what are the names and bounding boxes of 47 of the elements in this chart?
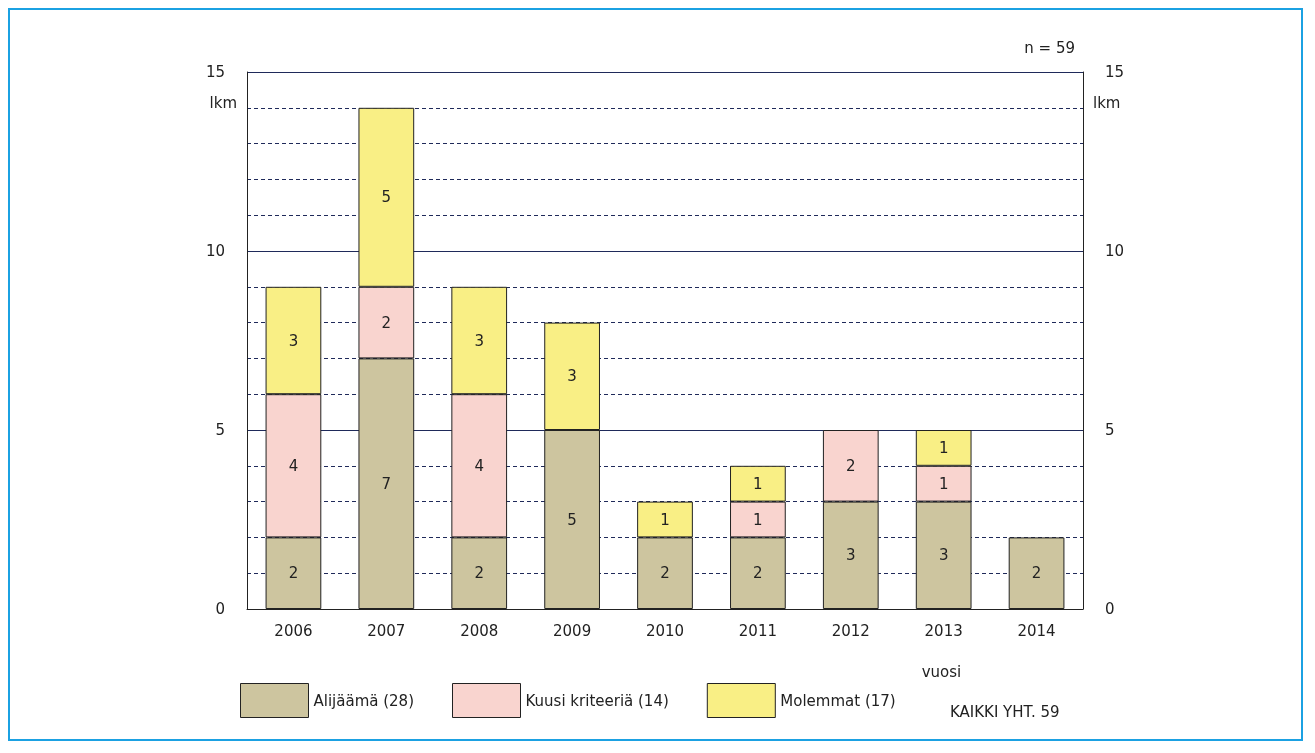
- x-tick-label: 2007: [367, 621, 406, 640]
- y2-tick-label: 0: [1105, 600, 1115, 618]
- x-tick-label: 2008: [460, 621, 499, 640]
- data-label: 1: [753, 510, 763, 529]
- data-label: 1: [938, 474, 949, 493]
- y2-tick-label: 10: [1105, 242, 1125, 260]
- data-label: 1: [660, 510, 670, 529]
- x-tick-label: 2010: [645, 621, 685, 640]
- y2-axis-title: lkm: [1093, 93, 1121, 112]
- data-label: 2: [1031, 564, 1042, 583]
- data-label: 1: [938, 438, 949, 457]
- text: n = 59: [1024, 38, 1075, 57]
- y-tick-label: 15: [205, 63, 225, 81]
- legend-label: Molemmat (17): [780, 691, 896, 710]
- data-label: 2: [474, 564, 484, 583]
- data-label: 3: [474, 331, 484, 350]
- y-tick-label: 5: [215, 421, 225, 439]
- data-label: 1: [753, 474, 763, 493]
- y-tick-label: 0: [215, 600, 225, 618]
- legend-label: Alijäämä (28): [313, 691, 415, 710]
- x-tick-label: 2006: [274, 621, 313, 640]
- x-tick-label: 2012: [831, 621, 870, 640]
- y2-tick-label: 5: [1105, 421, 1115, 439]
- y-axis-title: lkm: [209, 93, 237, 112]
- data-label: 5: [381, 188, 392, 207]
- data-label: 2: [846, 456, 856, 475]
- x-tick-label: 2013: [924, 621, 963, 640]
- x-tick-label: 2009: [553, 621, 592, 640]
- y2-tick-label: 15: [1105, 63, 1125, 81]
- data-label: 7: [381, 474, 392, 493]
- x-tick-label: 2011: [738, 621, 777, 640]
- x-tick-label: 2014: [1017, 621, 1056, 640]
- y-tick-label: 10: [205, 242, 225, 260]
- data-label: 2: [660, 564, 670, 583]
- data-label: 2: [753, 564, 763, 583]
- data-label: 3: [846, 546, 856, 565]
- data-label: 5: [567, 510, 577, 529]
- data-label: 3: [567, 367, 577, 386]
- data-label: 2: [381, 313, 392, 332]
- data-label: 4: [474, 456, 484, 475]
- data-label: 4: [288, 456, 299, 475]
- data-label: 2: [288, 564, 299, 583]
- data-label: 3: [288, 331, 299, 350]
- data-label: 3: [938, 546, 949, 565]
- x-axis-title: vuosi: [921, 662, 962, 681]
- legend-label: Kuusi kriteeriä (14): [525, 691, 669, 710]
- text: KAIKKI YHT. 59: [950, 702, 1060, 721]
